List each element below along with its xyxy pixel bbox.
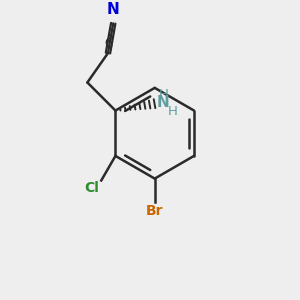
Text: N: N	[156, 95, 169, 110]
Text: N: N	[107, 2, 120, 17]
Text: Br: Br	[146, 204, 164, 218]
Text: C: C	[105, 37, 113, 50]
Text: H: H	[168, 105, 178, 118]
Text: H: H	[158, 88, 168, 101]
Text: Cl: Cl	[85, 182, 99, 195]
